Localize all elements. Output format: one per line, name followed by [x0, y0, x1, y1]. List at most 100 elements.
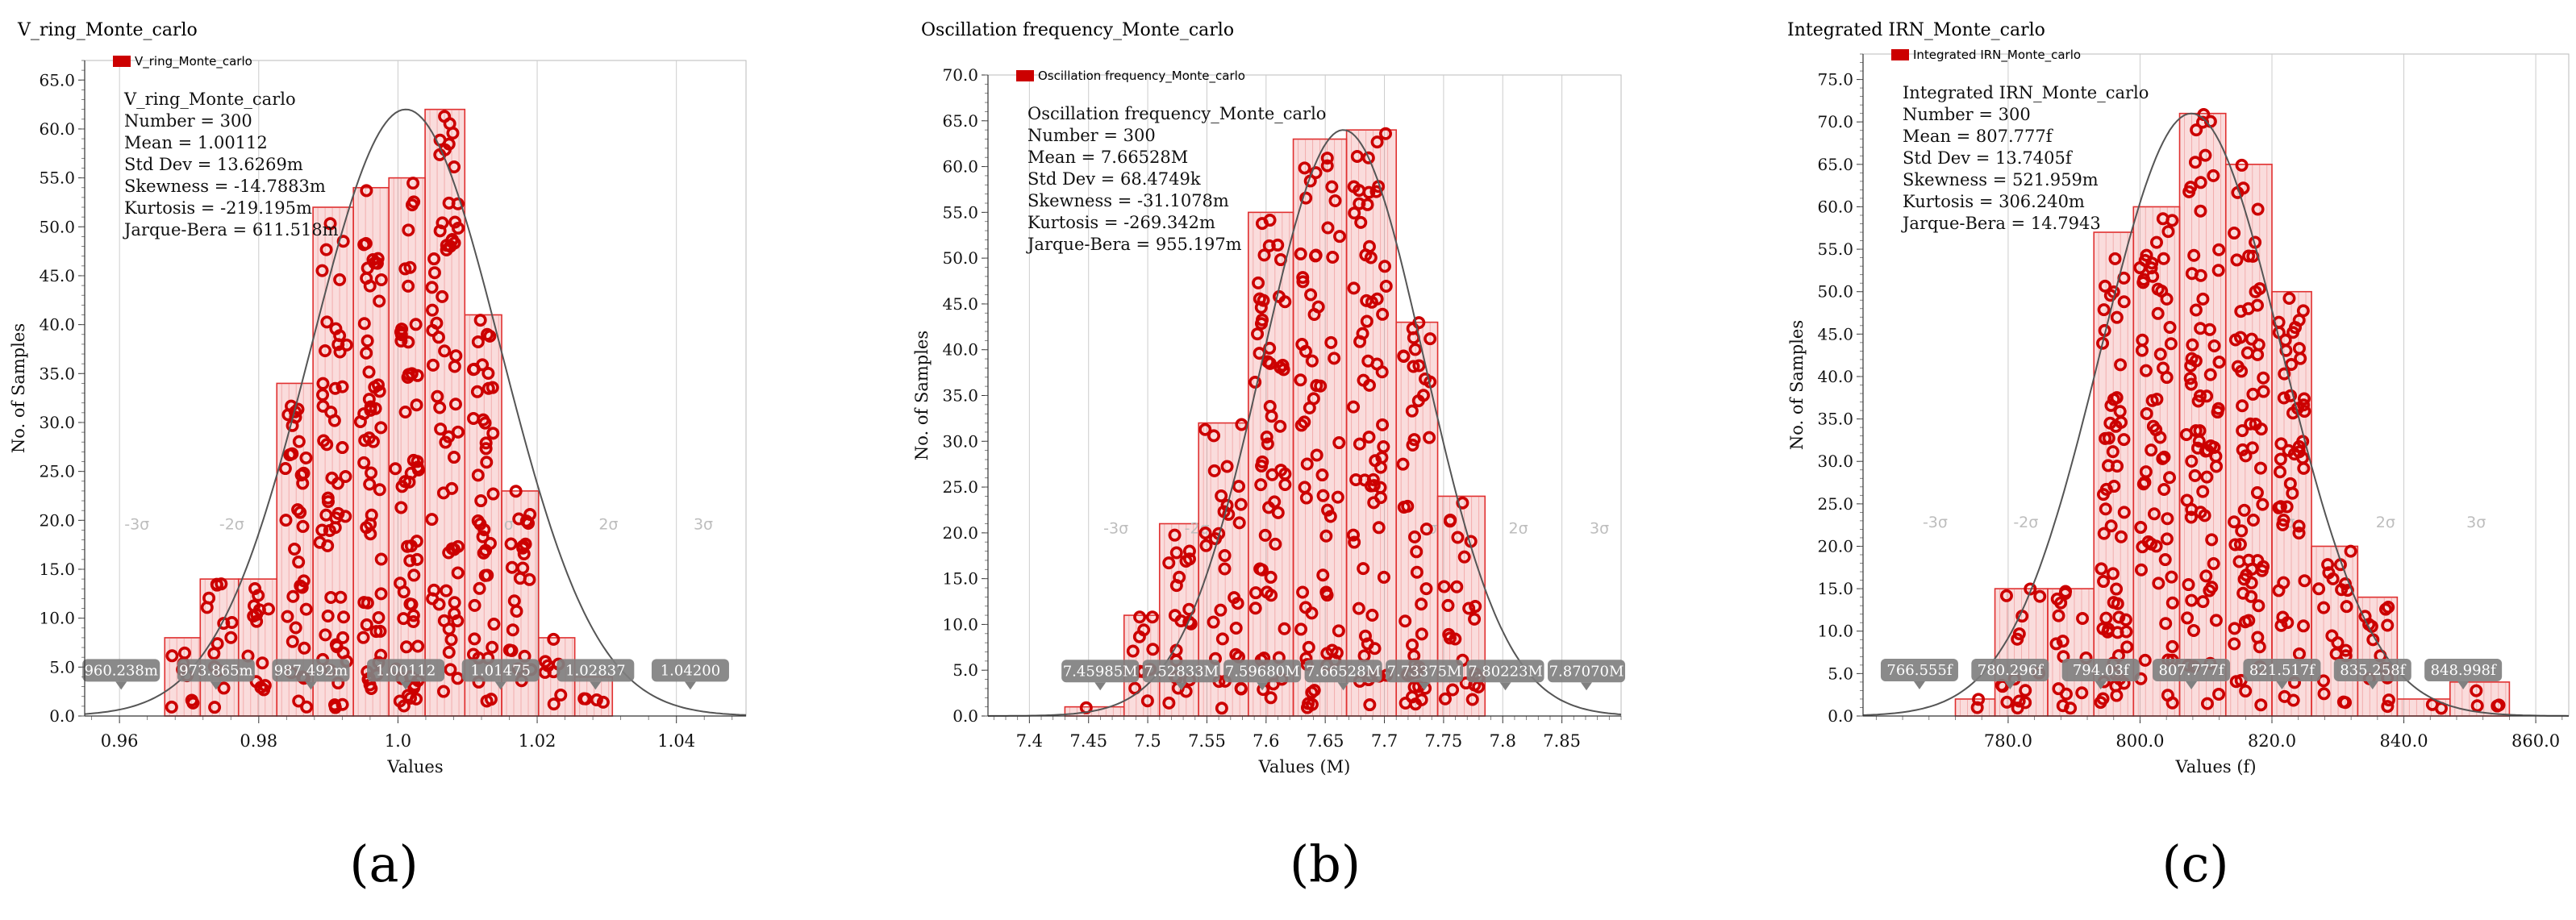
sample-point: [1234, 682, 1248, 696]
sample-point: [2011, 701, 2024, 715]
y-tick-label: 50.0: [942, 248, 978, 268]
y-tick-label: 15.0: [39, 560, 75, 579]
sample-point: [1298, 161, 1311, 175]
sample-point: [2211, 406, 2224, 419]
sample-point: [1269, 537, 1282, 551]
sample-point: [1407, 360, 1420, 373]
sample-point: [297, 574, 311, 588]
sample-point: [2298, 405, 2311, 418]
sample-point: [1377, 570, 1390, 584]
sample-point: [1263, 400, 1277, 414]
sample-point: [2203, 584, 2216, 597]
sample-point: [486, 640, 499, 654]
chart-title: Oscillation frequency_Monte_carlo: [921, 20, 1234, 40]
sample-point: [473, 581, 486, 595]
sample-point: [1248, 375, 1262, 389]
y-tick-label: 35.0: [39, 364, 75, 383]
sample-point: [283, 448, 297, 462]
sample-point: [360, 184, 373, 198]
sample-point: [1300, 701, 1314, 714]
sample-point: [2112, 610, 2126, 624]
sample-point: [363, 477, 377, 491]
sample-point: [2316, 674, 2330, 688]
sample-point: [1333, 230, 1347, 244]
sample-point: [2251, 631, 2265, 644]
x-axis-title: Values: [386, 757, 443, 776]
sample-point: [316, 377, 330, 390]
sample-point: [2235, 524, 2249, 538]
sigma-marker-box: [1466, 660, 1544, 683]
sample-point: [401, 689, 415, 702]
sample-point: [2099, 279, 2112, 293]
sample-point: [374, 273, 388, 286]
sample-point: [336, 697, 349, 711]
sample-point: [1359, 248, 1373, 262]
sigma-label: -2σ: [1185, 519, 1210, 537]
sigma-marker-box: [461, 659, 540, 682]
sigma-marker-pointer: [494, 681, 506, 690]
sample-point: [1299, 491, 1313, 505]
sample-point: [1378, 260, 1391, 273]
sample-point: [442, 645, 456, 659]
y-tick-label: 30.0: [39, 413, 75, 432]
sample-point: [2184, 510, 2198, 524]
sigma-marker-pointer: [400, 681, 412, 690]
sample-point: [2151, 282, 2165, 296]
y-tick-label: 45.0: [39, 266, 75, 285]
sample-point: [1277, 363, 1290, 377]
x-tick-label: 7.5: [1134, 731, 1161, 751]
y-tick-label: 65.0: [39, 70, 75, 90]
sample-point: [2294, 352, 2307, 365]
sample-point: [299, 602, 313, 616]
sample-point: [1307, 307, 1321, 321]
sample-point: [319, 344, 332, 358]
y-tick-label: 70.0: [1817, 112, 1853, 131]
sample-point: [2150, 393, 2164, 406]
sample-point: [364, 517, 377, 531]
sample-point: [426, 303, 440, 317]
sample-points-group: [1970, 108, 2506, 715]
sample-point: [1254, 317, 1268, 331]
sample-point: [1347, 281, 1361, 295]
sample-point: [2199, 148, 2212, 162]
sample-point: [2107, 393, 2120, 406]
sample-point: [1218, 549, 1232, 563]
sample-point: [1405, 690, 1419, 704]
sample-point: [1465, 693, 1479, 706]
sample-point: [403, 260, 417, 274]
sigma-marker-pointer: [1175, 682, 1187, 691]
stats-line: Mean = 7.66528M: [1027, 148, 1188, 167]
sample-point: [1214, 603, 1228, 617]
x-tick-label: 7.65: [1307, 731, 1344, 751]
sample-point: [1373, 491, 1387, 505]
sample-point: [2239, 685, 2253, 698]
sample-point: [427, 266, 441, 280]
histogram-bar: [388, 177, 426, 717]
sample-point: [365, 681, 378, 695]
sample-point: [356, 631, 370, 644]
sample-point: [523, 572, 536, 586]
sample-point: [448, 596, 461, 610]
sample-point: [1456, 496, 1469, 510]
sample-point: [2165, 570, 2178, 584]
sample-point: [1324, 335, 1338, 349]
sample-point: [177, 646, 191, 660]
sample-point: [2297, 392, 2311, 406]
sigma-marker-pointer: [2276, 681, 2288, 689]
sample-point: [357, 238, 371, 252]
sample-point: [509, 485, 523, 498]
sample-point: [2059, 687, 2073, 701]
sample-point: [258, 679, 272, 693]
sample-point: [1232, 516, 1246, 530]
sample-point: [1232, 480, 1245, 493]
sample-point: [1365, 609, 1379, 622]
sample-point: [2251, 298, 2265, 312]
sample-point: [1252, 276, 1265, 289]
sample-point: [2205, 533, 2219, 547]
sample-point: [2097, 303, 2111, 317]
y-tick-label: 0.0: [1828, 706, 1853, 726]
sample-point: [2229, 675, 2243, 689]
sample-point: [327, 414, 341, 427]
sample-point: [2253, 282, 2266, 296]
sample-point: [320, 315, 334, 329]
